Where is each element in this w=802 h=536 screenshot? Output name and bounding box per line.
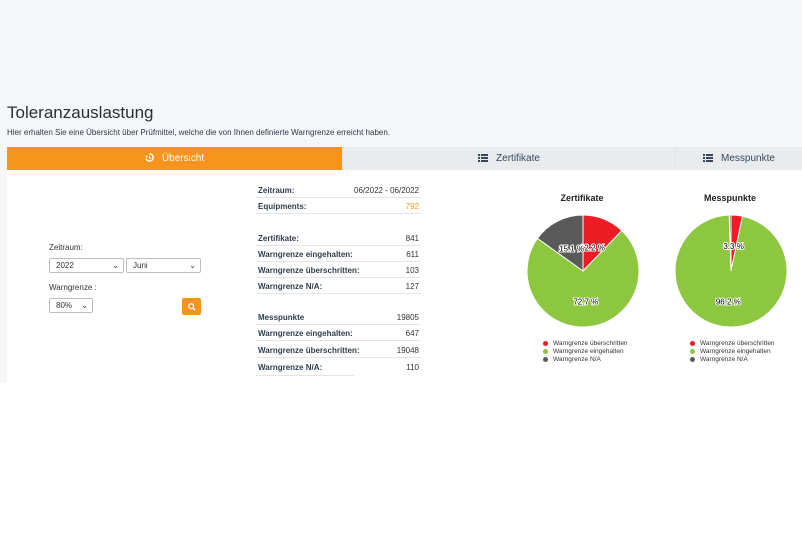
pie-slice-2[interactable] <box>728 214 732 272</box>
legend-swatch <box>543 356 548 362</box>
chart-title-messpunkte: Messpunkte <box>703 193 756 203</box>
stat-value: 647 <box>405 329 419 338</box>
chevron-down-icon: ⌄ <box>112 261 119 270</box>
warngrenze-select[interactable]: 80% ⌄ <box>49 298 93 313</box>
legend-label: Warngrenze überschritten <box>700 339 775 347</box>
legend-swatch <box>543 340 548 346</box>
pie-data-label-0: 3.3 % <box>723 242 743 251</box>
stat-row-m-ueberschritten: Warngrenze überschritten: 19048 <box>256 342 421 358</box>
stat-row-z-ueberschritten: Warngrenze überschritten: 103 <box>256 262 421 278</box>
tab-messpunkte-label: Messpunkte <box>721 153 775 164</box>
legend-item[interactable]: Warngrenze eingehalten <box>543 347 628 355</box>
tab-bar: Übersicht Zertifikate Messpunkte <box>7 147 802 170</box>
legend-label: Warngrenze überschritten <box>553 339 628 347</box>
legend-label: Warngrenze eingehalten <box>700 347 771 355</box>
page-subtitle: Hier erhalten Sie eine Übersicht über Pr… <box>7 128 391 137</box>
legend-label: Warngrenze N/A <box>553 355 601 363</box>
stat-value: 841 <box>405 234 419 243</box>
year-select[interactable]: 2022 ⌄ <box>49 258 124 273</box>
tab-uebersicht-label: Übersicht <box>161 153 205 164</box>
stat-label: Warngrenze N/A: <box>258 363 323 372</box>
legend-item[interactable]: Warngrenze N/A <box>690 355 775 363</box>
top-blank-area <box>0 0 802 100</box>
pie-data-label-0: 12.2 % <box>580 244 605 253</box>
stat-label: Messpunkte <box>258 313 305 322</box>
legend-label: Warngrenze eingehalten <box>553 347 624 355</box>
stat-row-zeitraum: Zeitraum: 06/2022 - 06/2022 <box>256 182 421 198</box>
legend-swatch <box>690 348 695 354</box>
page-title: Toleranzauslastung <box>7 103 154 122</box>
stat-label: Zertifikate: <box>258 234 299 243</box>
chevron-down-icon: ⌄ <box>81 301 88 310</box>
tab-zertifikate-label: Zertifikate <box>496 153 540 164</box>
tab-messpunkte[interactable]: Messpunkte <box>675 147 802 170</box>
stat-label: Warngrenze überschritten: <box>258 346 360 355</box>
stat-row-z-na: Warngrenze N/A: 127 <box>256 278 421 294</box>
list-icon <box>703 153 714 164</box>
pie-chart-zertifikate: 12.2 % 72.7 % 15.1 % <box>526 214 640 328</box>
search-icon <box>187 302 196 311</box>
pie-data-label-1: 96.2 % <box>716 298 741 307</box>
list-icon <box>478 153 489 164</box>
chevron-down-icon: ⌄ <box>189 261 196 270</box>
equipments-link[interactable]: 792 <box>405 202 419 211</box>
stat-row-m-na: Warngrenze N/A: 110 <box>256 359 421 375</box>
month-select-value: Juni <box>133 261 148 270</box>
pie-data-label-1: 72.7 % <box>573 298 598 307</box>
stat-row-m-eingehalten: Warngrenze eingehalten: 647 <box>256 325 421 341</box>
tab-uebersicht[interactable]: Übersicht <box>7 147 342 170</box>
legend-zertifikate: Warngrenze überschritten Warngrenze einge… <box>543 339 628 363</box>
search-button[interactable] <box>182 298 201 315</box>
stat-label: Zeitraum: <box>258 186 295 195</box>
legend-item[interactable]: Warngrenze überschritten <box>543 339 628 347</box>
legend-label: Warngrenze N/A <box>700 355 748 363</box>
stat-label: Warngrenze eingehalten: <box>258 250 353 259</box>
legend-swatch <box>690 356 695 362</box>
stat-value: 19805 <box>396 313 419 322</box>
pie-chart-messpunkte: 3.3 % 96.2 % <box>674 214 788 328</box>
pie-slice-1[interactable] <box>526 229 640 328</box>
month-select[interactable]: Juni ⌄ <box>126 258 201 273</box>
stat-row-zertifikate: Zertifikate: 841 <box>256 230 421 246</box>
stat-value: 110 <box>406 363 419 372</box>
legend-swatch <box>690 340 695 346</box>
divider <box>256 375 354 376</box>
stat-label: Warngrenze überschritten: <box>258 266 360 275</box>
legend-swatch <box>543 348 548 354</box>
stat-row-z-eingehalten: Warngrenze eingehalten: 611 <box>256 246 421 262</box>
warngrenze-label: Warngrenze : <box>49 283 97 292</box>
history-icon <box>145 153 154 164</box>
stat-value: 611 <box>406 250 419 259</box>
warngrenze-select-value: 80% <box>56 301 73 310</box>
chart-card-bottom <box>652 383 802 391</box>
stat-value: 103 <box>405 266 419 275</box>
legend-messpunkte: Warngrenze überschritten Warngrenze einge… <box>690 339 775 363</box>
chart-title-zertifikate: Zertifikate <box>560 193 604 203</box>
legend-item[interactable]: Warngrenze N/A <box>543 355 628 363</box>
stat-value: 06/2022 - 06/2022 <box>354 186 419 195</box>
zeitraum-label: Zeitraum: <box>49 243 83 252</box>
stat-value: 127 <box>405 282 419 291</box>
year-select-value: 2022 <box>56 261 74 270</box>
pie-slice-2[interactable] <box>536 214 584 272</box>
stat-label: Equipments: <box>258 202 307 211</box>
legend-item[interactable]: Warngrenze überschritten <box>690 339 775 347</box>
stat-label: Warngrenze eingehalten: <box>258 329 353 338</box>
tab-zertifikate[interactable]: Zertifikate <box>342 147 675 170</box>
stat-value: 19048 <box>396 346 419 355</box>
legend-item[interactable]: Warngrenze eingehalten <box>690 347 775 355</box>
pie-data-label-2: 15.1 % <box>559 245 584 254</box>
stat-label: Warngrenze N/A: <box>258 282 323 291</box>
overview-panel: Zeitraum: 2022 ⌄ Juni ⌄ Warngrenze : 80%… <box>7 170 802 383</box>
stat-row-equipments: Equipments: 792 <box>256 198 421 214</box>
stat-row-messpunkte: Messpunkte 19805 <box>256 309 421 325</box>
